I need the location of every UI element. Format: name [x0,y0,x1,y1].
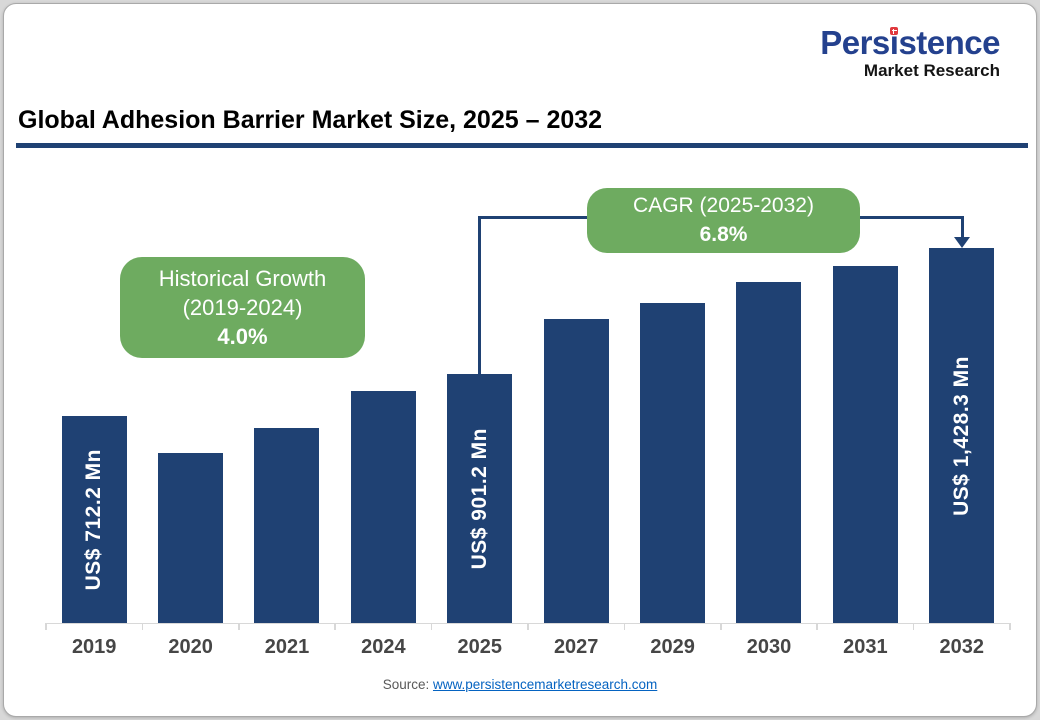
x-axis-tick [720,623,722,630]
x-axis-tick [1009,623,1011,630]
bar-slot-2025: US$ 901.2 Mn 2025 [432,165,528,658]
chart-title: Global Adhesion Barrier Market Size, 202… [18,106,603,134]
x-axis-tick [238,623,240,630]
x-axis-tick [527,623,529,630]
x-axis-tick [45,623,47,630]
x-axis-label-2025: 2025 [457,636,503,658]
bar-2032: US$ 1,428.3 Mn [929,248,995,623]
title-underline [16,143,1028,148]
historical-growth-line1: Historical Growth [158,265,327,291]
bar-2019: US$ 712.2 Mn [61,416,127,623]
bar-2021 [254,428,320,623]
bar-value-label-2025: US$ 901.2 Mn [467,427,491,570]
bracket-line-right [961,216,964,239]
source-line: Source: www.persistencemarketresearch.co… [0,677,1040,692]
logo-wordmark: Persı stence [820,26,1000,59]
x-axis-label-2031: 2031 [843,636,888,658]
x-axis-label-2027: 2027 [553,636,599,658]
x-axis-label-2030: 2030 [746,636,792,658]
logo-subtitle: Market Research [863,61,1000,80]
historical-growth-line2: (2019-2024) [182,294,303,320]
logo-red-cross-dot-icon [890,27,899,35]
x-axis-tick [912,623,915,630]
bar-slot-2021: 2021 [239,165,335,658]
pmr-logo: Persı stence Market Research [820,26,1000,79]
bar-value-label-2032: US$ 1,428.3 Mn [949,355,973,516]
bar-2020 [158,453,224,623]
bar-slot-2020: 2020 [142,165,238,658]
x-axis-label-2024: 2024 [361,636,406,658]
historical-growth-callout: Historical Growth (2019-2024) 4.0% [120,257,365,358]
x-axis-label-2021: 2021 [264,636,310,658]
bar-slot-2029: 2029 [624,165,720,658]
logo-text-after-i: stence [898,24,1000,61]
bar-slot-2019: US$ 712.2 Mn 2019 [46,165,142,658]
source-link[interactable]: www.persistencemarketresearch.com [432,677,658,692]
logo-text-before-i: Pers [820,24,890,61]
bar-2027 [543,319,609,623]
historical-growth-rate: 4.0% [217,324,268,350]
x-axis-tick [334,623,336,630]
x-axis-label-2032: 2032 [939,636,985,658]
x-axis-tick [430,623,433,630]
logo-dotless-i: ı [889,24,899,61]
source-prefix: Source: [382,677,433,692]
bar-slot-2031: 2031 [817,165,913,658]
x-axis-label-2020: 2020 [168,636,213,658]
bar-chart-plot-area: US$ 712.2 Mn 2019 2020 2021 2024 US$ 901.2 Mn… [45,165,1011,658]
bar-2024 [350,391,416,623]
x-axis-label-2029: 2029 [650,636,695,658]
bar-2030 [736,282,802,623]
x-axis-tick [623,623,626,630]
cagr-rate: 6.8% [699,222,748,246]
bracket-arrow-icon [954,237,970,248]
bar-2025: US$ 901.2 Mn [447,374,513,623]
bar-slot-2032: US$ 1,428.3 Mn 2032 [914,165,1010,658]
bar-slot-2027: 2027 [528,165,624,658]
bar-2029 [640,303,706,623]
x-axis-tick [816,623,818,630]
bar-slot-2030: 2030 [721,165,817,658]
bracket-line-left [478,216,481,376]
cagr-line1: CAGR (2025-2032) [633,193,814,217]
cagr-callout: CAGR (2025-2032) 6.8% [587,188,860,253]
bar-2031 [832,266,898,623]
bar-value-label-2019: US$ 712.2 Mn [82,448,106,591]
bar-slot-2024: 2024 [335,165,431,658]
x-axis-tick [141,623,144,630]
x-axis-label-2019: 2019 [71,636,117,658]
